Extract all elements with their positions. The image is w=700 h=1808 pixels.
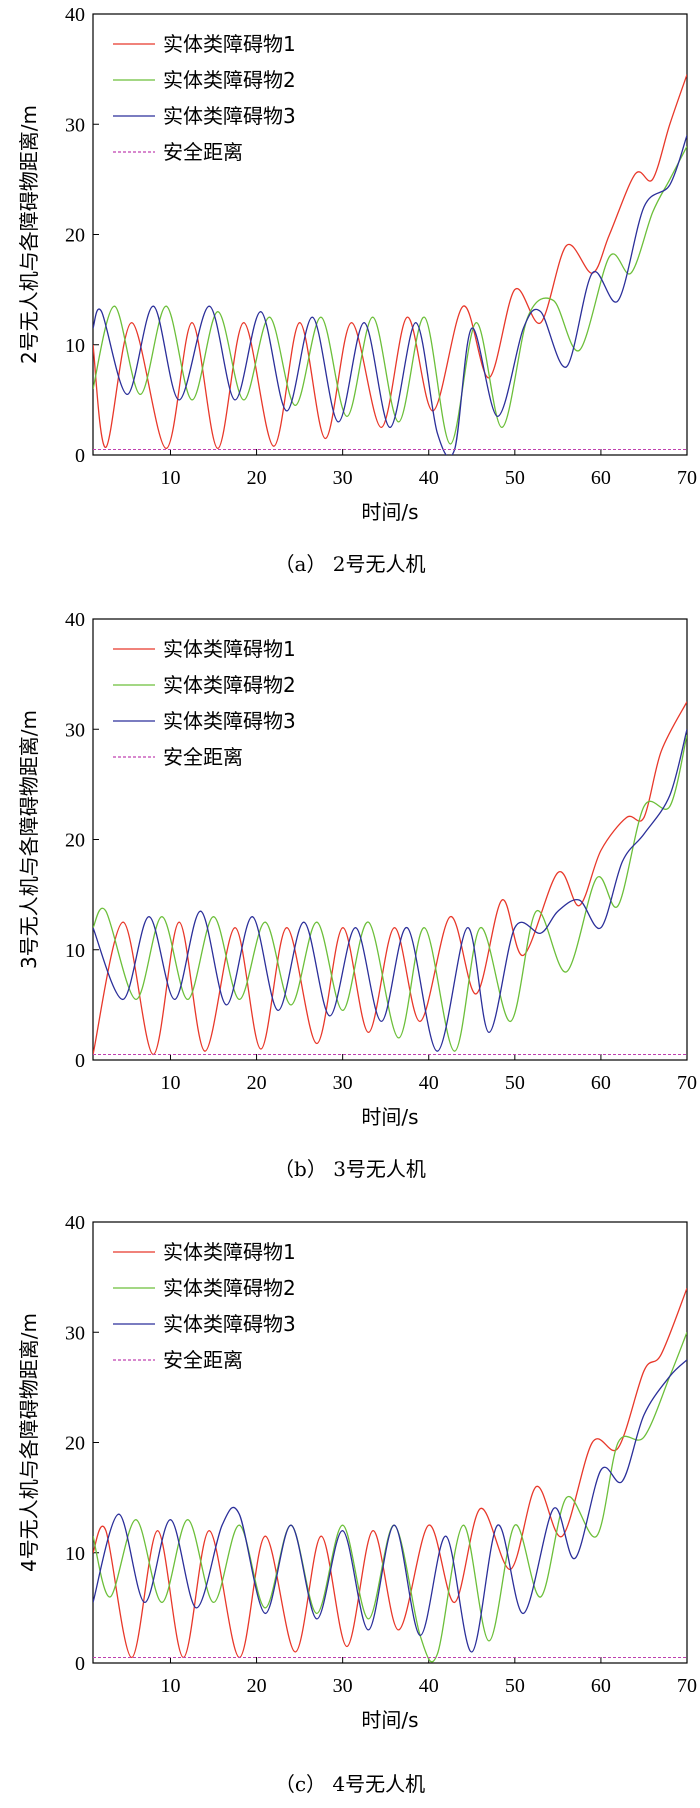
- series-line-2: [93, 1332, 687, 1663]
- series-group: [93, 1287, 687, 1663]
- x-tick-label: 20: [247, 1675, 267, 1697]
- series-line-3: [93, 1359, 687, 1653]
- x-tick-label: 50: [505, 467, 525, 489]
- x-axis-label: 时间/s: [361, 1105, 418, 1129]
- legend-label-2: 实体类障碍物2: [163, 673, 296, 697]
- x-tick-label: 20: [247, 1072, 267, 1094]
- legend-label-3: 实体类障碍物3: [163, 104, 296, 128]
- y-tick-label: 10: [65, 1543, 85, 1565]
- chart-caption-b: （b） 3号无人机: [274, 1157, 426, 1181]
- x-tick-label: 40: [419, 1675, 439, 1697]
- x-tick-label: 70: [677, 1072, 697, 1094]
- legend-label-4: 安全距离: [163, 1348, 243, 1372]
- x-tick-label: 10: [160, 1675, 180, 1697]
- x-tick-label: 70: [677, 1675, 697, 1697]
- series-group: [93, 701, 687, 1056]
- y-tick-label: 0: [75, 1050, 85, 1072]
- x-tick-label: 10: [160, 1072, 180, 1094]
- x-tick-label: 50: [505, 1675, 525, 1697]
- y-axis-label: 2号无人机与各障碍物距离/m: [17, 105, 41, 364]
- series-line-1: [93, 1287, 687, 1659]
- x-axis-label: 时间/s: [361, 500, 418, 524]
- chart-svg-a: 0 10 20 30 40 10 20 30 40 50 60 70 时间/s 2号无人机与各障碍物距离/…: [17, 4, 697, 524]
- chart-panel-a: 0 10 20 30 40 10 20 30 40 50 60 70 时间/s 2号无人机与各障碍物距离/…: [0, 0, 700, 600]
- chart-svg-b: 0 10 20 30 40 10 20 30 40 50 60 70 时间/s 3号无人机与各障碍物距离/…: [17, 609, 697, 1129]
- y-tick-label: 30: [65, 719, 85, 741]
- chart-panel-c: 0 10 20 30 40 10 20 30 40 50 60 70 时间/s 4号无人机与各障碍物距离/…: [0, 1208, 700, 1808]
- series-line-3: [93, 729, 687, 1052]
- y-axis-label: 3号无人机与各障碍物距离/m: [17, 710, 41, 969]
- legend-label-4: 安全距离: [163, 745, 243, 769]
- chart-svg-c: 0 10 20 30 40 10 20 30 40 50 60 70 时间/s 4号无人机与各障碍物距离/…: [17, 1212, 697, 1732]
- x-tick-label: 20: [247, 467, 267, 489]
- legend-label-3: 实体类障碍物3: [163, 709, 296, 733]
- series-line-3: [93, 135, 687, 455]
- y-tick-label: 40: [65, 4, 85, 26]
- legend-label-2: 实体类障碍物2: [163, 1276, 296, 1300]
- x-tick-label: 60: [591, 1072, 611, 1094]
- x-tick-label: 70: [677, 467, 697, 489]
- y-tick-label: 10: [65, 335, 85, 357]
- y-tick-label: 30: [65, 114, 85, 136]
- chart-caption-c: （c） 4号无人机: [274, 1772, 426, 1796]
- chart-caption-a: （a） 2号无人机: [274, 552, 426, 576]
- legend-label-1: 实体类障碍物1: [163, 1240, 296, 1264]
- y-tick-label: 10: [65, 940, 85, 962]
- series-line-2: [93, 145, 687, 445]
- legend-label-2: 实体类障碍物2: [163, 68, 296, 92]
- x-tick-label: 30: [333, 1675, 353, 1697]
- y-tick-label: 40: [65, 1212, 85, 1234]
- x-axis-label: 时间/s: [361, 1708, 418, 1732]
- legend-label-1: 实体类障碍物1: [163, 637, 296, 661]
- x-tick-label: 10: [160, 467, 180, 489]
- x-tick-label: 50: [505, 1072, 525, 1094]
- y-tick-label: 40: [65, 609, 85, 631]
- x-tick-label: 30: [333, 467, 353, 489]
- x-tick-label: 30: [333, 1072, 353, 1094]
- series-group: [93, 74, 687, 455]
- y-tick-label: 20: [65, 225, 85, 247]
- chart-panel-b: 0 10 20 30 40 10 20 30 40 50 60 70 时间/s 3号无人机与各障碍物距离/…: [0, 605, 700, 1205]
- x-tick-label: 40: [419, 467, 439, 489]
- legend-label-1: 实体类障碍物1: [163, 32, 296, 56]
- y-tick-label: 20: [65, 830, 85, 852]
- legend-label-3: 实体类障碍物3: [163, 1312, 296, 1336]
- x-tick-label: 60: [591, 467, 611, 489]
- x-tick-label: 40: [419, 1072, 439, 1094]
- y-tick-label: 0: [75, 445, 85, 467]
- x-tick-label: 60: [591, 1675, 611, 1697]
- y-tick-label: 0: [75, 1653, 85, 1675]
- y-tick-label: 30: [65, 1322, 85, 1344]
- y-tick-label: 20: [65, 1433, 85, 1455]
- legend-label-4: 安全距离: [163, 140, 243, 164]
- series-line-2: [93, 734, 687, 1052]
- y-axis-label: 4号无人机与各障碍物距离/m: [17, 1313, 41, 1572]
